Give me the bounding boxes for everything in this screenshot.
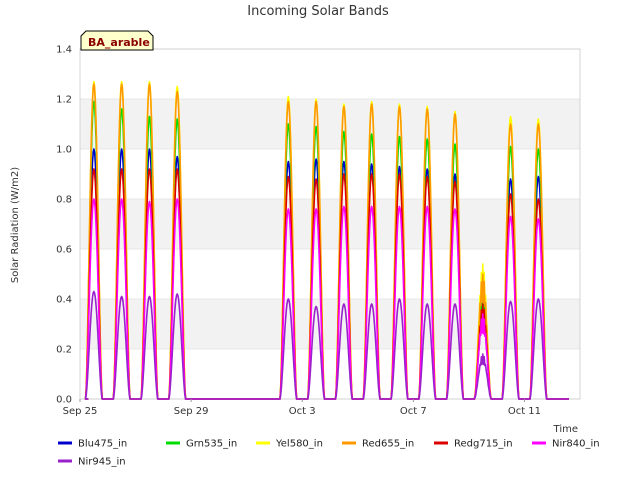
x-tick-label: Oct 7 (400, 406, 427, 417)
x-axis-ticks: Sep 25 Sep 29 Oct 3 Oct 7 Oct 11 (63, 399, 541, 417)
legend-label: Nir945_in (78, 457, 126, 468)
x-tick-label: Oct 3 (289, 406, 316, 417)
y-tick-label: 0.8 (56, 195, 72, 206)
legend-label: Yel580_in (275, 439, 323, 450)
grid-band (80, 299, 580, 349)
site-badge: BA_arable (80, 30, 154, 51)
y-tick-label: 0.4 (56, 295, 72, 306)
site-badge-label: BA_arable (88, 36, 150, 49)
y-axis-ticks: 0.0 0.2 0.4 0.6 0.8 1.0 1.2 1.4 (56, 45, 72, 406)
legend-label: Red655_in (362, 439, 414, 450)
y-tick-label: 0.6 (56, 245, 72, 256)
x-axis-label: Time (553, 424, 578, 435)
series-line-blu475_in (84, 148, 569, 400)
y-tick-label: 0.2 (56, 345, 72, 356)
legend-label: Grn535_in (186, 439, 237, 450)
x-tick-label: Sep 29 (174, 406, 209, 417)
grid-band (80, 99, 580, 149)
grid-bands (80, 99, 580, 349)
y-axis-label: Solar Radiation (W/m2) (10, 167, 21, 283)
x-tick-label: Sep 25 (63, 406, 98, 417)
legend-label: Nir840_in (552, 439, 600, 450)
series-line-nir945_in (84, 290, 569, 400)
grid-band (80, 199, 580, 249)
legend-label: Redg715_in (454, 439, 513, 450)
x-tick-label: Oct 11 (508, 406, 541, 417)
site-badge-shape (80, 30, 154, 51)
series-layer (84, 80, 569, 400)
y-tick-label: 1.0 (56, 145, 72, 156)
legend-label: Blu475_in (78, 439, 127, 450)
legend: Blu475_in Grn535_in Yel580_in Red655_in Redg… (58, 439, 600, 468)
y-tick-label: 1.2 (56, 95, 72, 106)
chart-title: Incoming Solar Bands (247, 4, 389, 19)
y-tick-label: 1.4 (56, 45, 72, 56)
y-tick-label: 0.0 (56, 395, 72, 406)
